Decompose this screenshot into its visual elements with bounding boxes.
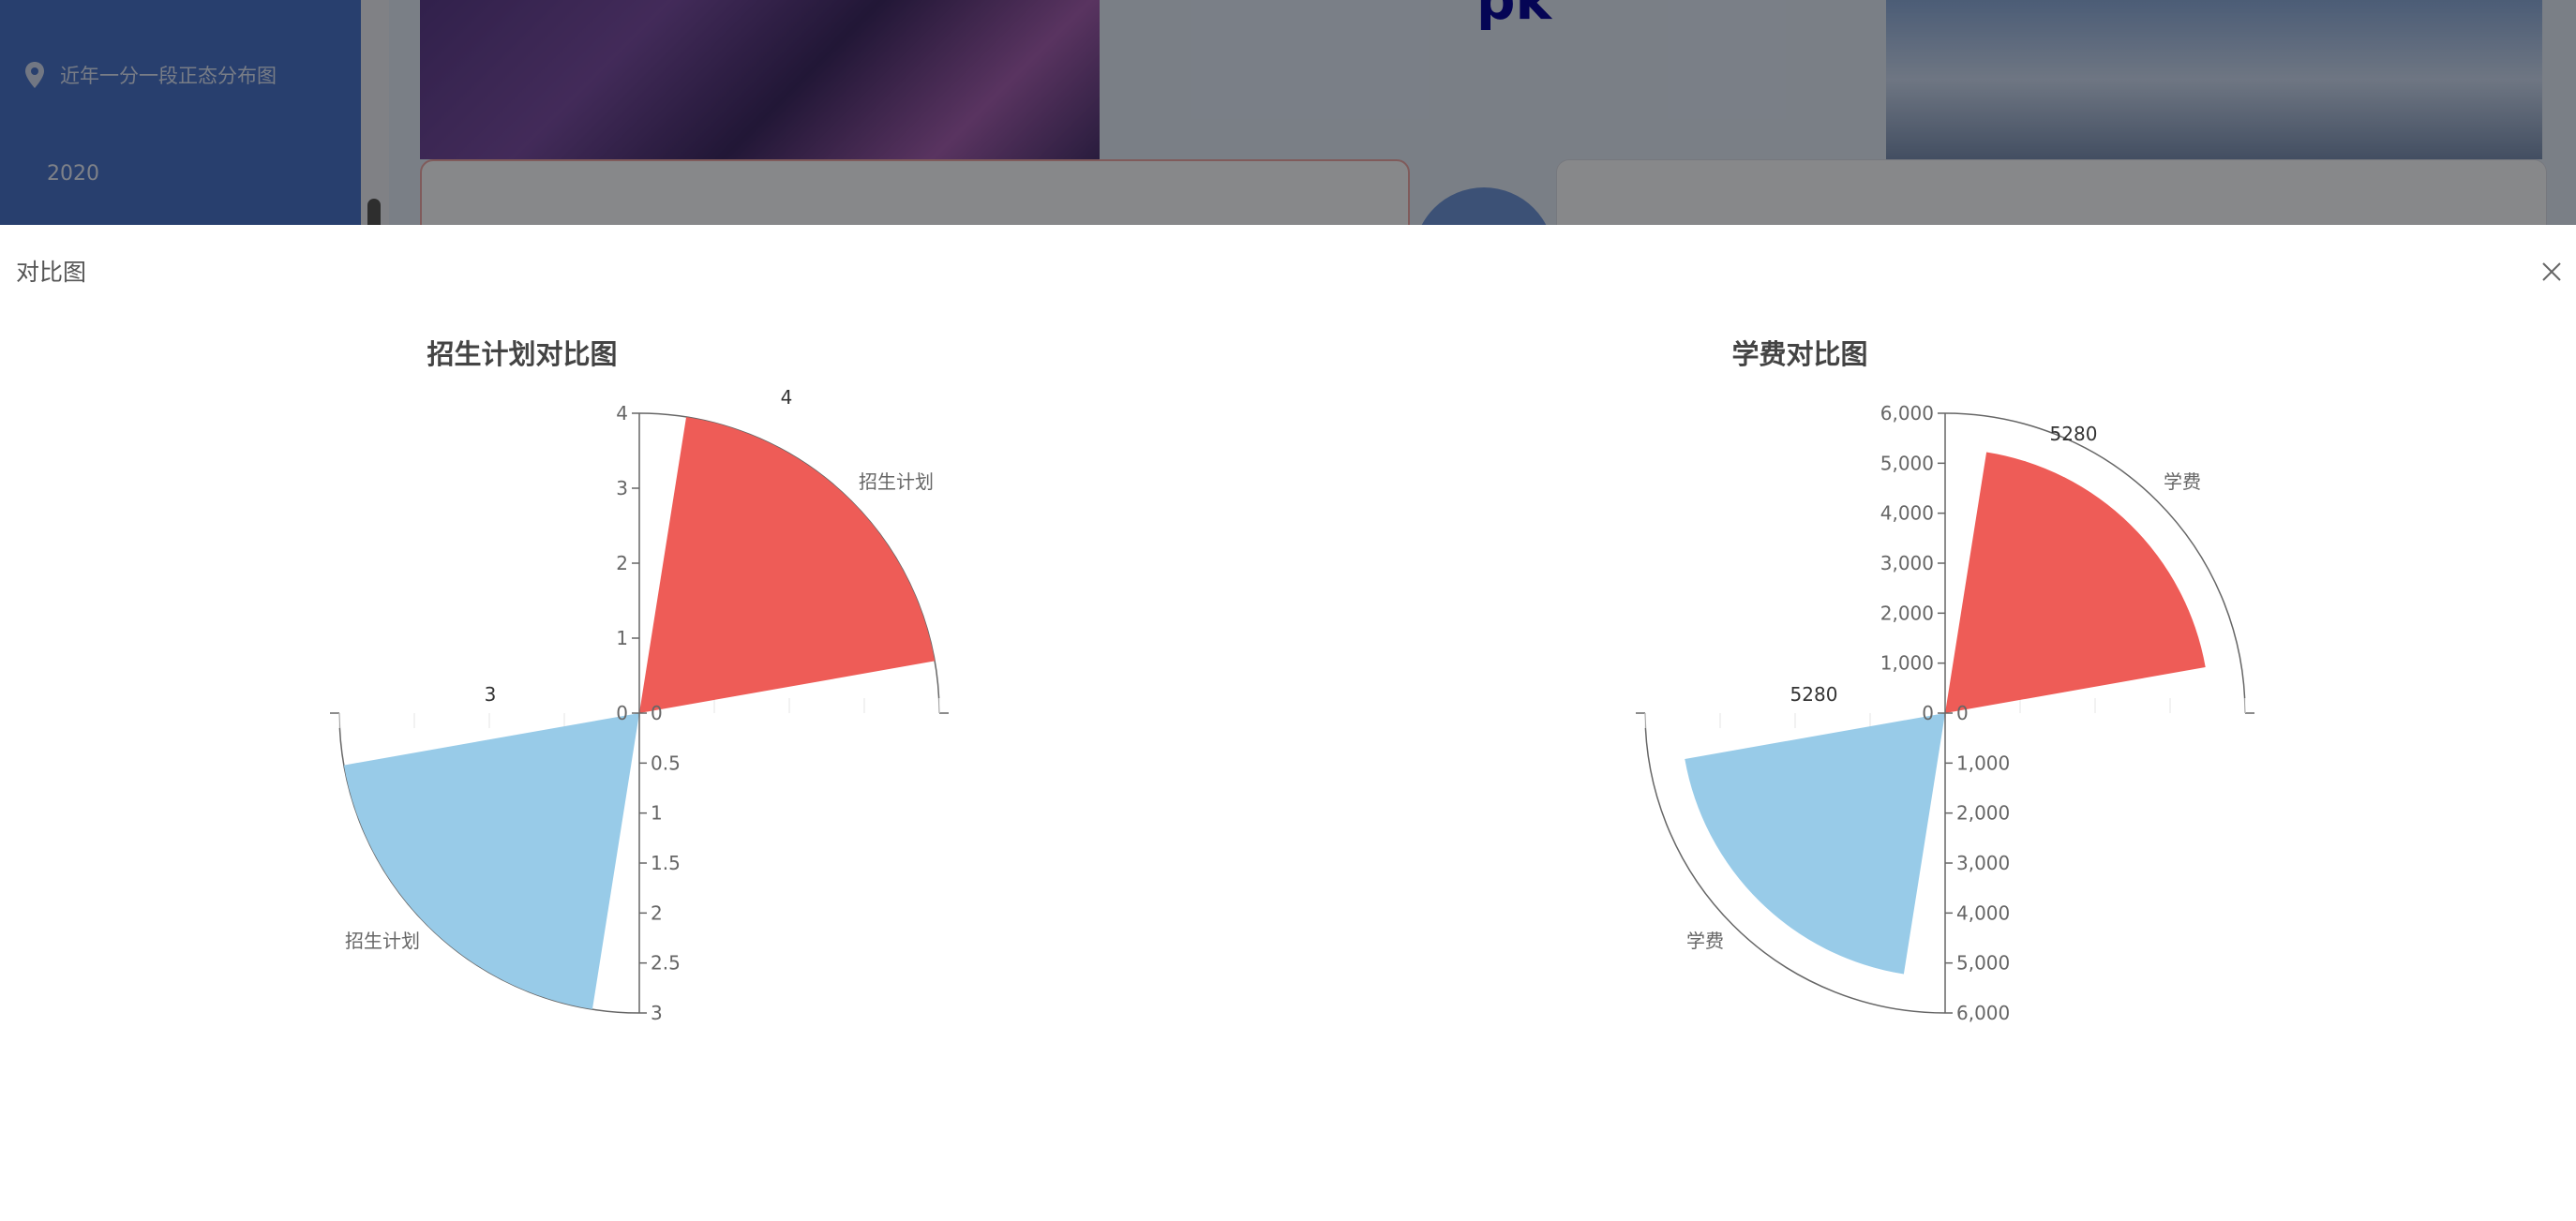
background-page: pk 近年一分一段正态分布图 2020	[0, 0, 2576, 225]
school-card-right[interactable]	[1556, 159, 2547, 225]
series-label-a: 学费	[2164, 470, 2201, 493]
enrollment-plan-chart: 招生计划对比图0123400.511.522.5343招生计划招生计划学费对比图…	[330, 338, 2254, 1024]
lower-axis-tick-label: 2.5	[651, 952, 681, 975]
lower-axis-tick-label: 0.5	[651, 752, 681, 774]
upper-axis-tick-label: 1,000	[1880, 652, 1934, 675]
bar-series-b	[343, 713, 639, 1010]
school-card-left[interactable]	[420, 159, 1410, 225]
lower-axis-tick-label: 3	[651, 1002, 663, 1024]
data-label-b: 3	[485, 683, 497, 706]
sidebar-item-label: 2020	[47, 161, 99, 186]
lower-axis-tick-label: 1	[651, 802, 663, 825]
sidebar-item-label: 近年一分一段正态分布图	[60, 65, 277, 87]
chart-title: 招生计划对比图	[427, 338, 617, 370]
sidebar-item-year[interactable]: 2020	[0, 155, 361, 192]
comparison-dialog: 对比图 招生计划对比图 0 1 2 3 4 0 0.5 1 1.5 2 2.5 3 4 3 招生计划 招生计划学…	[0, 225, 2576, 1221]
upper-axis-tick-label: 6,000	[1880, 402, 1934, 424]
lower-axis-tick-label: 2	[651, 901, 663, 924]
lower-axis-tick-label: 6,000	[1956, 1002, 2010, 1024]
graduation-photo-right	[1886, 0, 2542, 159]
upper-axis-tick-label: 0	[616, 702, 628, 724]
lower-axis-tick-label: 3,000	[1956, 852, 2010, 874]
bar-series-b	[1685, 713, 1945, 975]
upper-axis-tick-label: 1	[616, 627, 628, 649]
lower-axis-tick-label: 4,000	[1956, 901, 2010, 924]
upper-axis-tick-label: 2	[616, 552, 628, 574]
scrollbar-thumb[interactable]	[367, 199, 381, 225]
chart-title: 学费对比图	[1731, 338, 1867, 370]
lower-axis-tick-label: 2,000	[1956, 802, 2010, 825]
sidebar: 近年一分一段正态分布图 2020	[0, 0, 361, 225]
modal-overlay[interactable]	[0, 0, 2576, 225]
series-label-b: 招生计划	[345, 930, 420, 952]
lower-axis-tick-label: 0	[651, 702, 663, 724]
lower-axis-tick-label: 0	[1956, 702, 1969, 724]
upper-outer-ring	[1944, 412, 2246, 714]
upper-axis-tick-label: 3,000	[1880, 552, 1934, 574]
data-label-a: 5280	[2050, 423, 2098, 445]
upper-axis-tick-label: 4,000	[1880, 502, 1934, 525]
data-label-b: 5280	[1790, 683, 1838, 706]
graduation-photo-left	[420, 0, 1100, 159]
series-label-b: 学费	[1686, 930, 1724, 952]
series-label-a: 招生计划	[859, 470, 934, 493]
data-label-a: 4	[781, 386, 793, 409]
upper-axis-tick-label: 2,000	[1880, 602, 1934, 624]
bar-series-a	[639, 416, 936, 713]
sidebar-item-distribution[interactable]: 近年一分一段正态分布图	[0, 52, 361, 98]
lower-axis-tick-label: 1,000	[1956, 752, 2010, 774]
upper-axis-tick-label: 4	[616, 402, 628, 424]
lower-axis-tick-label: 1.5	[651, 852, 681, 874]
pk-heading: pk	[1475, 0, 1552, 32]
upper-axis-tick-label: 3	[616, 477, 628, 499]
bar-series-a	[1945, 452, 2206, 713]
upper-axis-tick-label: 0	[1922, 702, 1934, 724]
upper-axis-tick-label: 5,000	[1880, 452, 1934, 474]
dialog-title: 对比图	[16, 259, 87, 286]
location-pin-icon	[25, 62, 44, 88]
close-icon[interactable]	[2538, 258, 2566, 286]
lower-axis-tick-label: 5,000	[1956, 952, 2010, 975]
lower-outer-ring	[1644, 712, 1946, 1014]
page-scrollbar[interactable]	[361, 0, 389, 225]
